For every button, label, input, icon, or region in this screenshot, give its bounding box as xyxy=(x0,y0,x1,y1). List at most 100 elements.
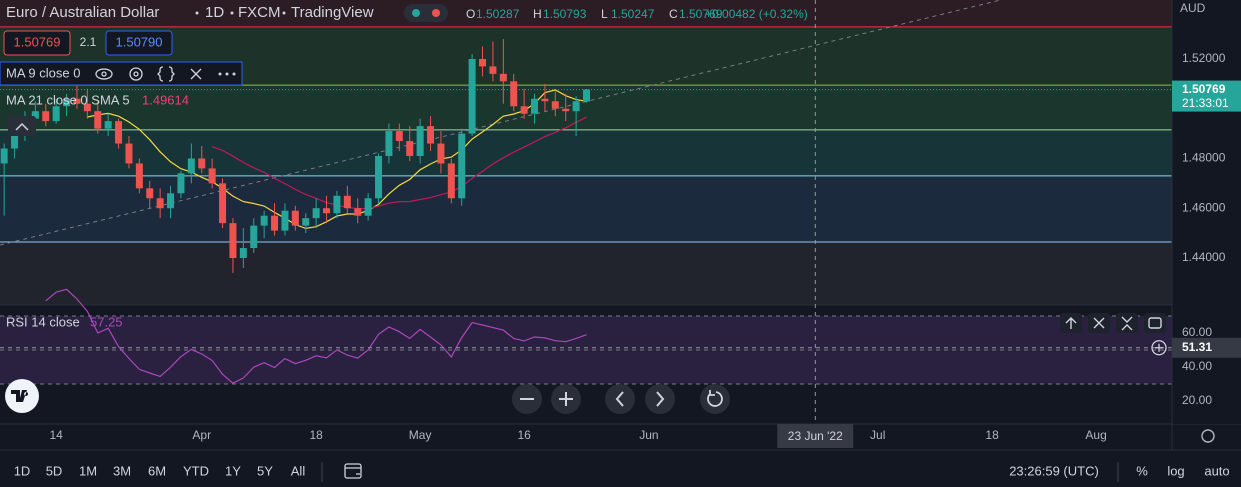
ohlc-key: H xyxy=(533,7,542,21)
dot xyxy=(282,11,286,15)
clock[interactable]: 23:26:59 (UTC) xyxy=(1009,463,1099,478)
ma21-label: MA 21 close 0 SMA 5 xyxy=(6,92,130,107)
y-tick-label: 1.48000 xyxy=(1182,151,1226,165)
candle-body xyxy=(531,98,539,114)
remove-icon[interactable] xyxy=(190,68,202,80)
crosshair-date-box xyxy=(777,424,854,448)
dot xyxy=(230,11,234,15)
logo-mark xyxy=(11,390,29,402)
interval[interactable]: 1D xyxy=(205,4,224,21)
candle-body xyxy=(156,198,164,209)
timeframe[interactable]: 1D xyxy=(14,463,31,478)
candle-body xyxy=(229,223,237,258)
zone xyxy=(0,242,1172,305)
timeframe[interactable]: 1Y xyxy=(225,463,241,478)
eye-icon[interactable] xyxy=(95,68,113,80)
rsi-line xyxy=(45,288,587,384)
candle-body xyxy=(302,218,310,226)
rsi-value: 57.25 xyxy=(90,314,123,329)
candle-body xyxy=(551,101,559,109)
collapse-icon xyxy=(1121,316,1133,331)
gear-center xyxy=(133,71,139,77)
gear-icon[interactable] xyxy=(129,67,143,81)
candle-body xyxy=(406,141,414,156)
candle-body xyxy=(364,198,372,216)
scale-option[interactable]: log xyxy=(1167,463,1184,478)
scroll-left[interactable] xyxy=(605,384,635,414)
x-tick-label: May xyxy=(409,428,432,442)
buy-price: 1.50790 xyxy=(116,34,163,49)
candle-body xyxy=(583,89,591,102)
scroll-right[interactable] xyxy=(645,384,675,414)
more-dot[interactable] xyxy=(225,72,229,76)
sell-button[interactable] xyxy=(3,30,71,56)
buy-button[interactable] xyxy=(105,30,173,56)
candle-body xyxy=(11,133,19,149)
x-tick-label: Apr xyxy=(192,428,211,442)
candle-body xyxy=(125,143,133,164)
crosshair-date: 23 Jun '22 xyxy=(788,429,843,443)
indicator-legend: MA 9 close 0 MA 21 close 0 SMA 5 1.49614… xyxy=(0,61,243,329)
add-alert[interactable] xyxy=(1151,340,1167,356)
pane-collapse[interactable] xyxy=(1116,313,1138,333)
timeframe[interactable]: All xyxy=(291,463,306,478)
timeframe[interactable]: 6M xyxy=(148,463,166,478)
candle-body xyxy=(250,225,258,249)
pane-maximize[interactable] xyxy=(1144,313,1166,333)
ma9-legend-box[interactable] xyxy=(0,61,243,86)
candle-body xyxy=(354,208,362,216)
x-tick-label: Jul xyxy=(870,428,885,442)
countdown: 21:33:01 xyxy=(1182,96,1229,110)
last-price-label: 1.50769 xyxy=(1182,82,1226,96)
collapse-icon xyxy=(15,122,29,131)
candle-body xyxy=(375,155,383,199)
candle-body xyxy=(52,106,60,122)
brand: TradingView xyxy=(291,4,374,21)
candle-body xyxy=(541,98,549,102)
candle-body xyxy=(323,208,331,214)
trade-panel: 1.50769 2.1 1.50790 xyxy=(3,30,173,56)
date-range-icon[interactable] xyxy=(344,463,362,479)
navigation xyxy=(512,384,730,414)
timeframe[interactable]: 5D xyxy=(46,463,63,478)
y-tick-label: 1.44000 xyxy=(1182,250,1226,264)
scale-option[interactable]: % xyxy=(1136,463,1148,478)
scale-option[interactable]: auto xyxy=(1204,463,1229,478)
change: +0.00482 (+0.32%) xyxy=(705,7,808,21)
trend-line xyxy=(0,0,1001,246)
collapse-button[interactable] xyxy=(8,116,36,136)
header: Euro / Australian Dollar 1D FXCM Trading… xyxy=(6,4,448,22)
candle-body xyxy=(499,73,507,82)
market-status[interactable] xyxy=(404,4,448,22)
candle-body xyxy=(458,133,466,199)
candle-body xyxy=(31,111,39,119)
candle-body xyxy=(281,210,289,231)
timeframe[interactable]: 5Y xyxy=(257,463,273,478)
candle-body xyxy=(94,111,102,129)
settings-icon[interactable] xyxy=(1201,429,1215,443)
source-icon[interactable] xyxy=(157,66,175,82)
timeframe[interactable]: 1M xyxy=(79,463,97,478)
candle-body xyxy=(489,66,497,74)
zone xyxy=(0,129,1172,176)
candle-body xyxy=(447,163,455,199)
reset[interactable] xyxy=(700,384,730,414)
x-tick-label: Aug xyxy=(1085,428,1106,442)
candle-body xyxy=(63,98,71,107)
ohlc-value: 1.50287 xyxy=(476,7,520,21)
rsi-tick-label: 60.00 xyxy=(1182,325,1212,339)
candle-body xyxy=(167,193,175,209)
candle-body xyxy=(427,126,435,144)
more-dot[interactable] xyxy=(218,72,222,76)
pane-controls xyxy=(1060,313,1166,333)
timeframe[interactable]: YTD xyxy=(183,463,209,478)
timeframe[interactable]: 3M xyxy=(113,463,131,478)
x-tick-label: 16 xyxy=(517,428,531,442)
eye-pupil xyxy=(101,71,107,77)
more-dot[interactable] xyxy=(232,72,236,76)
plus-icon xyxy=(559,392,573,406)
maximize-icon xyxy=(1148,317,1162,329)
calendar-icon xyxy=(344,463,362,479)
